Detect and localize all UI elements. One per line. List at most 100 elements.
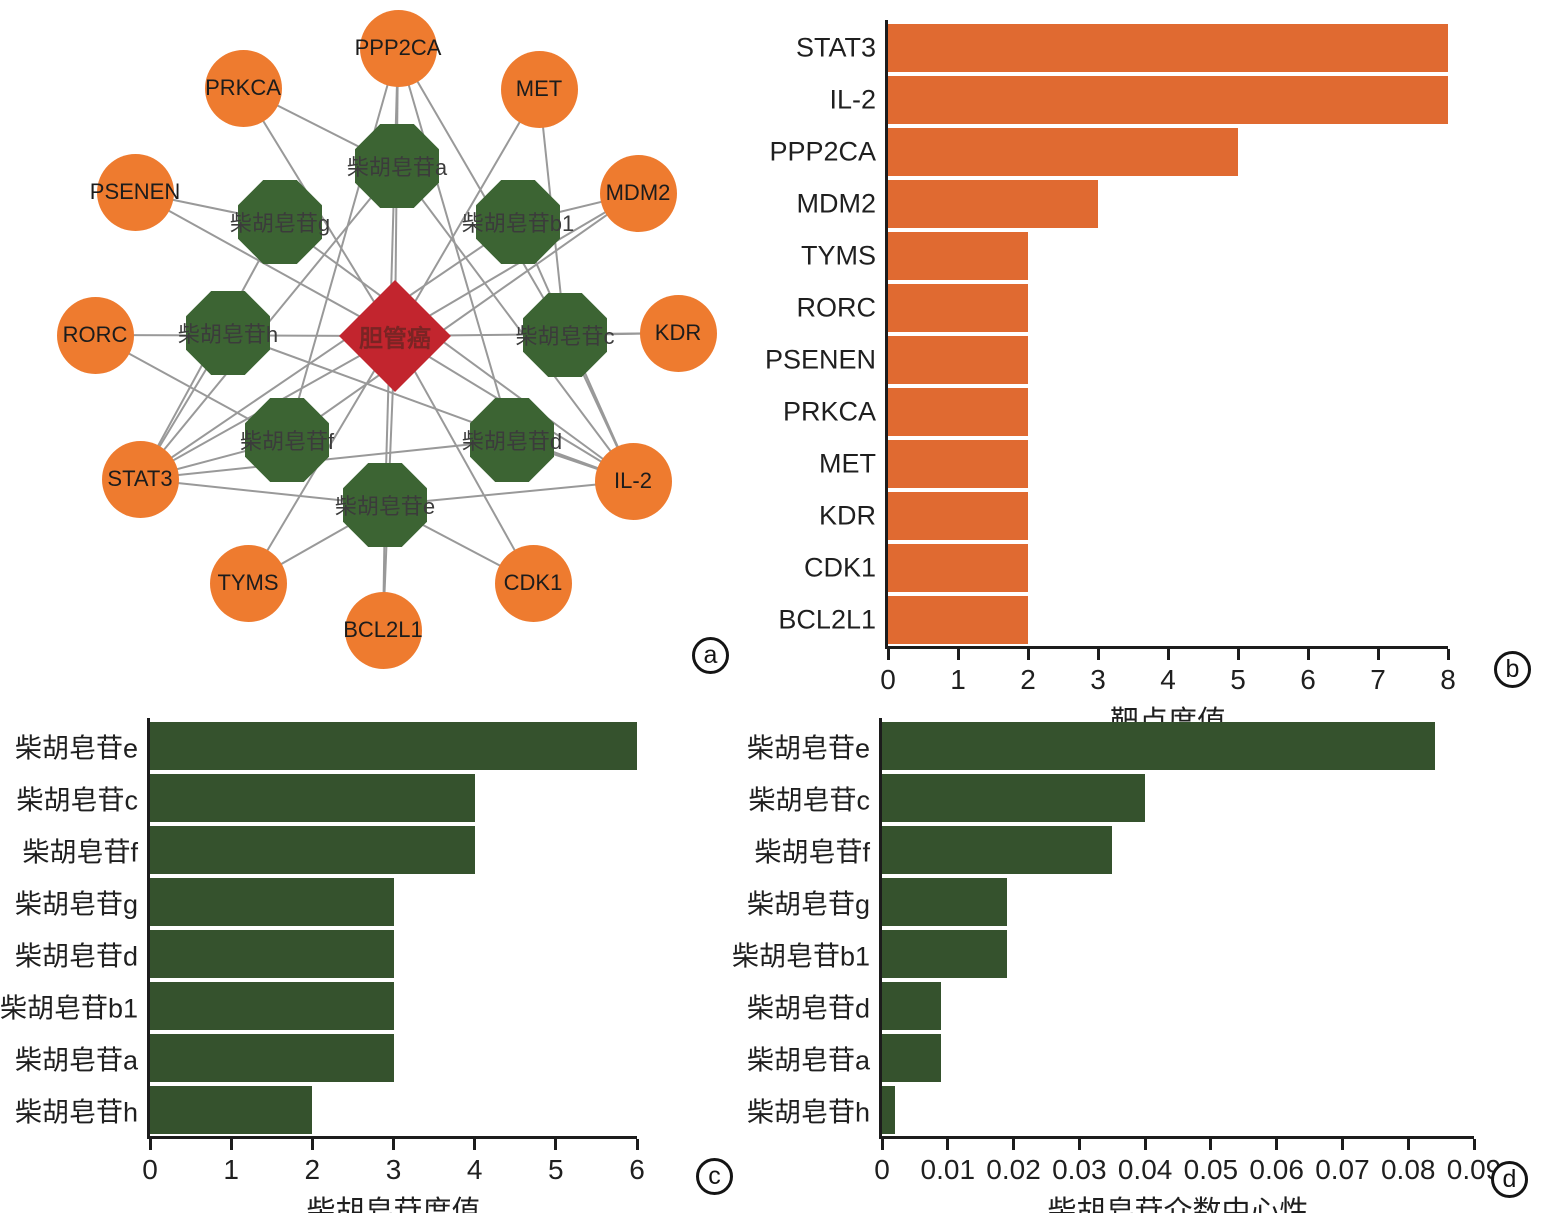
bar-row-柴胡皂苷b1: 柴胡皂苷b1 bbox=[0, 980, 637, 1032]
bar-track bbox=[888, 596, 1448, 644]
bar-TYMS bbox=[888, 232, 1028, 280]
x-tick bbox=[956, 649, 960, 660]
panel-letter-d: d bbox=[1491, 1161, 1528, 1198]
target-node-TYMS: TYMS bbox=[209, 544, 287, 622]
bar-柴胡皂苷b1 bbox=[150, 982, 394, 1030]
bar-row-PRKCA: PRKCA bbox=[783, 386, 1448, 438]
x-axis-spine bbox=[147, 1136, 637, 1139]
bar-row-STAT3: STAT3 bbox=[796, 22, 1448, 74]
bar-row-CDK1: CDK1 bbox=[804, 542, 1448, 594]
x-tick-label: 0.01 bbox=[920, 1154, 976, 1185]
category-label-PSENEN: PSENEN bbox=[764, 344, 876, 375]
bar-track bbox=[888, 180, 1448, 228]
x-tick bbox=[886, 649, 890, 660]
network-edge-g-IL-2 bbox=[279, 221, 634, 482]
target-node-STAT3: STAT3 bbox=[101, 440, 179, 518]
bar-rows-c: 柴胡皂苷e 柴胡皂苷c 柴胡皂苷f 柴胡皂苷g 柴胡皂苷d 柴胡皂苷b1 柴胡皂苷a 柴胡皂苷… bbox=[0, 720, 637, 1136]
category-label-柴胡皂苷b1: 柴胡皂苷b1 bbox=[0, 993, 138, 1024]
bar-row-KDR: KDR bbox=[819, 490, 1448, 542]
bar-STAT3 bbox=[888, 24, 1448, 72]
x-tick-label: 0 bbox=[142, 1154, 158, 1185]
target-node-RORC: RORC bbox=[56, 296, 134, 374]
bar-track bbox=[882, 982, 1474, 1030]
x-tick bbox=[1026, 649, 1030, 660]
compound-node-label: 柴胡皂苷h bbox=[177, 322, 279, 347]
target-node-MDM2: MDM2 bbox=[599, 154, 677, 232]
category-label-柴胡皂苷f: 柴胡皂苷f bbox=[22, 837, 138, 868]
x-tick bbox=[1275, 1139, 1279, 1150]
bar-row-MDM2: MDM2 bbox=[797, 178, 1448, 230]
octagon-shape bbox=[476, 180, 560, 264]
x-tick bbox=[946, 1139, 950, 1150]
x-tick-label: 0.07 bbox=[1315, 1154, 1370, 1185]
bar-row-柴胡皂苷a: 柴胡皂苷a bbox=[747, 1032, 1474, 1084]
category-label-MDM2: MDM2 bbox=[796, 188, 877, 219]
bar-track bbox=[882, 826, 1474, 874]
category-label-IL-2: IL-2 bbox=[829, 84, 876, 115]
compound-node-label: 柴胡皂苷b1 bbox=[461, 211, 575, 236]
x-tick bbox=[1406, 1139, 1410, 1150]
bar-BCL2L1 bbox=[888, 596, 1028, 644]
bar-track bbox=[888, 544, 1448, 592]
x-tick bbox=[880, 1139, 884, 1150]
category-label-柴胡皂苷e: 柴胡皂苷e bbox=[746, 733, 870, 764]
bar-row-柴胡皂苷g: 柴胡皂苷g bbox=[15, 876, 637, 928]
category-label-TYMS: TYMS bbox=[800, 240, 876, 271]
bar-track bbox=[882, 722, 1474, 770]
x-tick bbox=[635, 1139, 639, 1150]
bar-IL-2 bbox=[888, 76, 1448, 124]
x-tick bbox=[1340, 1139, 1344, 1150]
network-edge-f-MDM2 bbox=[286, 192, 639, 441]
network-edge-a-IL-2 bbox=[396, 165, 634, 482]
target-node-PSENEN: PSENEN bbox=[90, 153, 180, 231]
bar-柴胡皂苷g bbox=[150, 878, 394, 926]
x-tick bbox=[1236, 649, 1240, 660]
bar-rows-d: 柴胡皂苷e 柴胡皂苷c 柴胡皂苷f 柴胡皂苷g 柴胡皂苷b1 柴胡皂苷d 柴胡皂苷a 柴胡皂苷… bbox=[732, 720, 1474, 1136]
bar-row-柴胡皂苷f: 柴胡皂苷f bbox=[22, 824, 637, 876]
x-tick-label: 3 bbox=[385, 1154, 402, 1185]
bar-row-RORC: RORC bbox=[797, 282, 1448, 334]
bar-row-PPP2CA: PPP2CA bbox=[769, 126, 1448, 178]
bar-rows-b: STAT3 IL-2 PPP2CA MDM2 TYMS RORC PSENEN PRKCA ME… bbox=[765, 22, 1448, 646]
target-node-CDK1: CDK1 bbox=[494, 544, 572, 622]
octagon-shape bbox=[355, 124, 439, 208]
compound-node-f: 柴胡皂苷f bbox=[240, 398, 334, 482]
bar-track bbox=[150, 930, 637, 978]
bar-柴胡皂苷f bbox=[882, 826, 1113, 874]
category-label-柴胡皂苷a: 柴胡皂苷a bbox=[14, 1045, 138, 1076]
bar-KDR bbox=[888, 492, 1028, 540]
target-node-KDR: KDR bbox=[639, 294, 717, 372]
x-tick-label: 3 bbox=[1090, 664, 1106, 695]
bar-柴胡皂苷g bbox=[882, 878, 1007, 926]
compound-node-d: 柴胡皂苷d bbox=[462, 398, 562, 482]
network-edge-h-IL-2 bbox=[227, 332, 634, 482]
bar-track bbox=[150, 878, 637, 926]
x-tick bbox=[1077, 1139, 1081, 1150]
bar-row-MET: MET bbox=[819, 438, 1448, 490]
bar-柴胡皂苷e bbox=[150, 722, 637, 770]
target-node-BCL2L1: BCL2L1 bbox=[343, 591, 423, 669]
x-axis-label-c: 柴胡皂苷度值 bbox=[306, 1196, 481, 1213]
x-tick-label: 0.02 bbox=[986, 1154, 1041, 1185]
x-tick-label: 0.03 bbox=[1052, 1154, 1107, 1185]
octagon-shape bbox=[186, 291, 270, 375]
compound-node-label: 柴胡皂苷c bbox=[515, 324, 615, 349]
x-tick bbox=[392, 1139, 395, 1150]
category-label-柴胡皂苷h: 柴胡皂苷h bbox=[14, 1097, 138, 1128]
compound-node-label: 柴胡皂苷d bbox=[461, 429, 563, 454]
x-tick-label: 0 bbox=[874, 1154, 890, 1185]
bar-track bbox=[888, 24, 1448, 72]
y-axis-spine bbox=[147, 718, 150, 1136]
x-tick bbox=[1209, 1139, 1213, 1150]
bar-CDK1 bbox=[888, 544, 1028, 592]
x-tick-label: 0.05 bbox=[1183, 1154, 1239, 1185]
bar-track bbox=[150, 722, 637, 770]
disease-node-label: 胆管癌 bbox=[359, 325, 431, 353]
x-tick bbox=[148, 1139, 152, 1150]
bar-PRKCA bbox=[888, 388, 1028, 436]
bar-row-TYMS: TYMS bbox=[801, 230, 1448, 282]
octagon-shape bbox=[343, 463, 427, 547]
bar-柴胡皂苷e bbox=[882, 722, 1435, 770]
bar-track bbox=[888, 128, 1448, 176]
x-tick bbox=[229, 1139, 233, 1150]
